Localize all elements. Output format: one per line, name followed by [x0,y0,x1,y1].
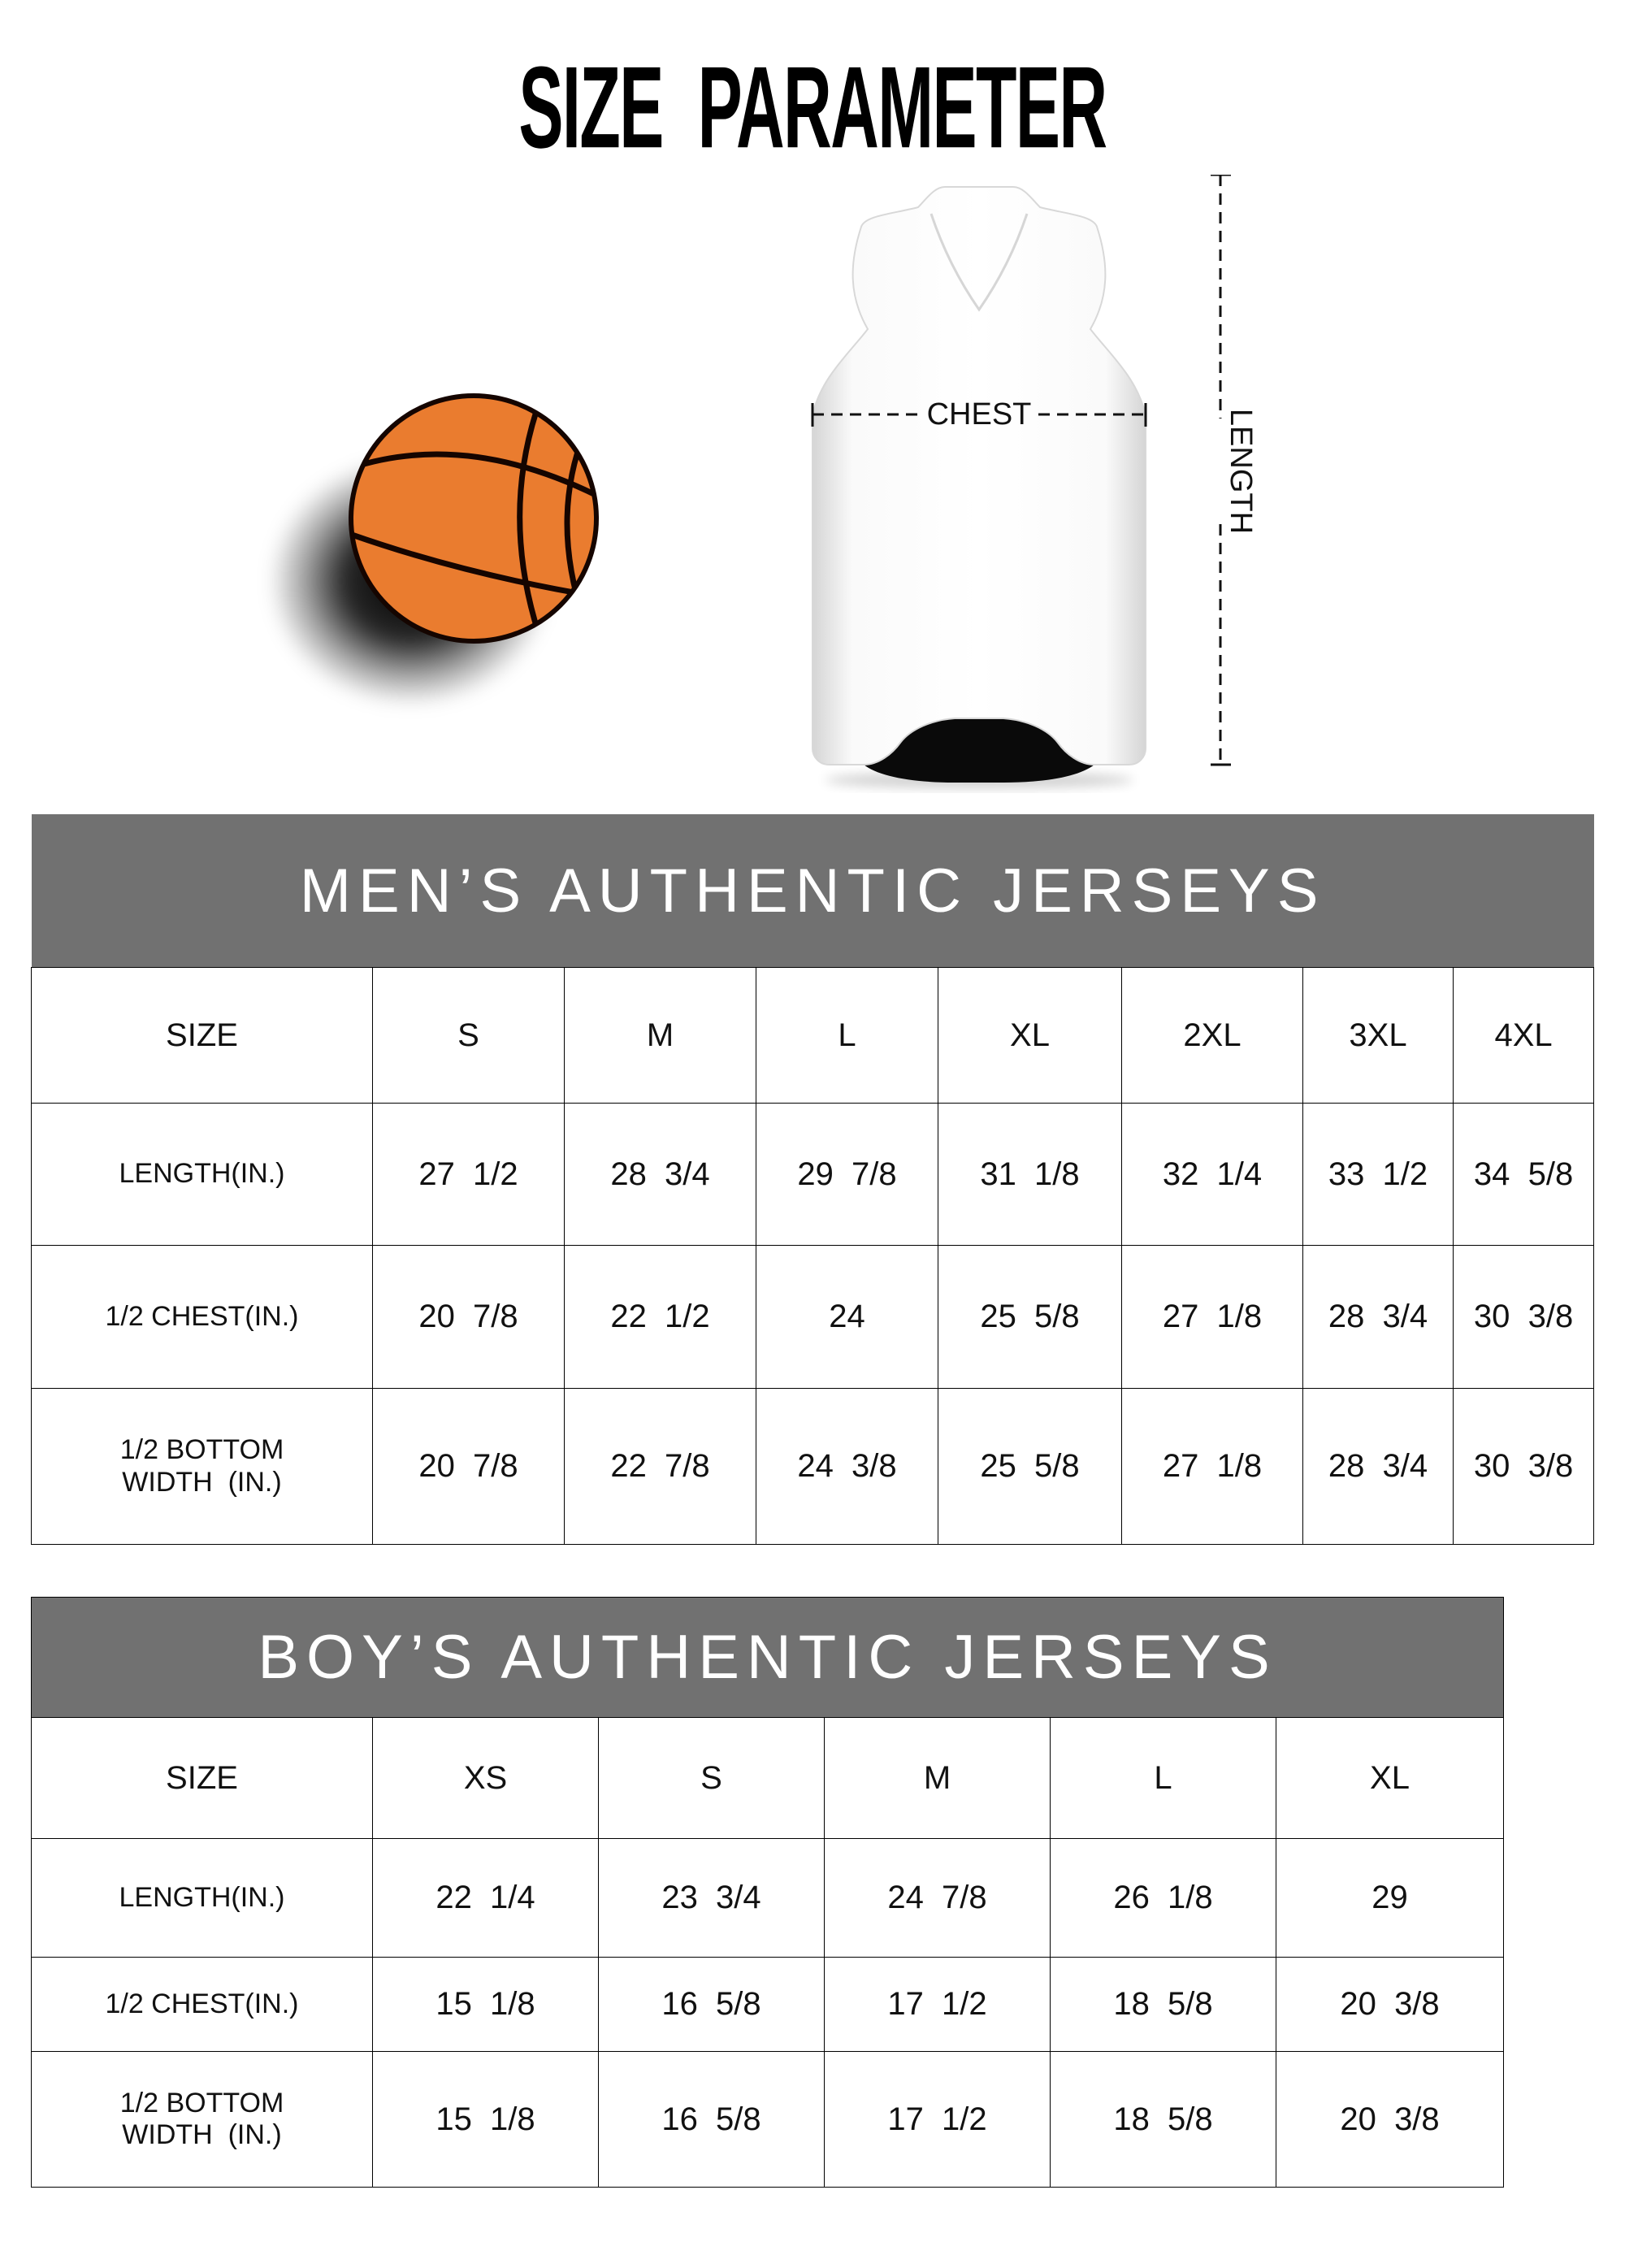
svg-text:LENGTH: LENGTH [1224,409,1258,534]
svg-text:CHEST: CHEST [927,397,1032,431]
